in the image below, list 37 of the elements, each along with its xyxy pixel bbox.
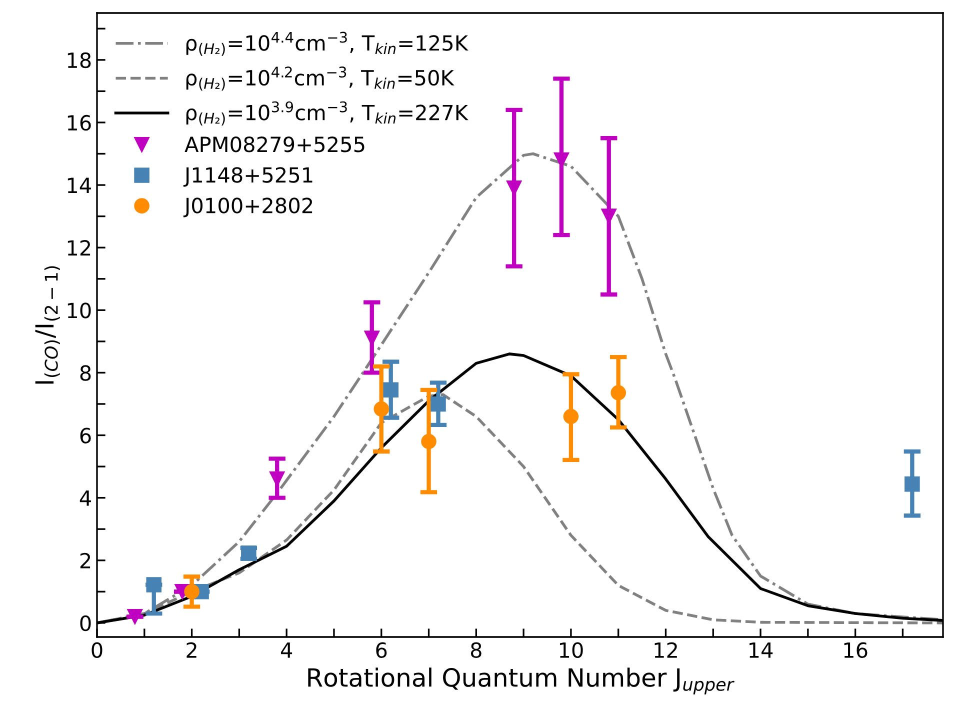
y-tick-label: 8 <box>80 365 91 381</box>
point <box>184 584 200 600</box>
x-tick-label: 8 <box>470 642 482 658</box>
x-tick-label: 6 <box>376 642 387 658</box>
point <box>563 408 579 424</box>
x-tick-label: 2 <box>186 642 196 658</box>
y-tick-label: 10 <box>68 302 91 318</box>
point <box>610 385 626 400</box>
x-tick-label: 4 <box>280 642 292 658</box>
legend-label: J1148+5251 <box>183 167 312 187</box>
point <box>383 382 398 398</box>
legend-label: J0100+2802 <box>183 198 312 218</box>
point <box>146 577 162 592</box>
y-tick-label: 0 <box>80 615 91 632</box>
y-tick-label: 12 <box>68 240 90 256</box>
y-tick-label: 18 <box>68 52 91 68</box>
y-axis-title: I$_{(CO)}$/I$_{(2−1)}$ <box>35 266 60 384</box>
x-tick-label: 0 <box>92 642 102 658</box>
y-tick-label: 4 <box>80 490 91 506</box>
point <box>374 401 390 417</box>
text: ρ$_{(H₂)}$=10$^{3.9}$cm$^{−3}$, T$_{kin}$=227K <box>186 101 468 126</box>
legend-label: APM08279+5255 <box>184 136 364 152</box>
text: ρ$_{(H₂)}$=10$^{4.2}$cm$^{−3}$, T$_{kin}$=50K <box>186 66 454 91</box>
y-tick-label: 16 <box>68 114 91 131</box>
x-axis-title: Rotational Quantum Number J$_{upper}$ <box>308 668 734 694</box>
text: ρ$_{(H₂)}$=10$^{4.4}$cm$^{−3}$, T$_{kin}$=125K <box>186 32 468 56</box>
point <box>127 609 143 624</box>
y-tick-label: 14 <box>68 178 91 193</box>
x-tick-label: 14 <box>750 642 773 658</box>
point <box>430 396 446 412</box>
y-tick-label: 6 <box>80 428 91 444</box>
point <box>421 434 436 450</box>
x-tick-label: 16 <box>844 642 868 658</box>
x-tick-label: 10 <box>560 642 583 658</box>
y-tick-label: 2 <box>80 552 90 568</box>
x-tick-label: 12 <box>654 642 677 658</box>
point <box>904 476 920 492</box>
